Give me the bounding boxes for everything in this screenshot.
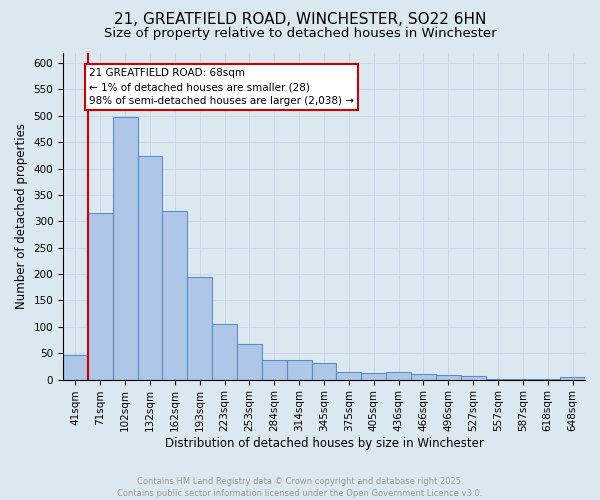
Text: 21 GREATFIELD ROAD: 68sqm
← 1% of detached houses are smaller (28)
98% of semi-d: 21 GREATFIELD ROAD: 68sqm ← 1% of detach… bbox=[89, 68, 354, 106]
Bar bbox=[63, 355, 88, 380]
Bar bbox=[560, 378, 585, 380]
Text: 21, GREATFIELD ROAD, WINCHESTER, SO22 6HN: 21, GREATFIELD ROAD, WINCHESTER, SO22 6H… bbox=[114, 12, 486, 28]
X-axis label: Distribution of detached houses by size in Winchester: Distribution of detached houses by size … bbox=[164, 437, 484, 450]
Text: Size of property relative to detached houses in Winchester: Size of property relative to detached ho… bbox=[104, 28, 496, 40]
Bar bbox=[535, 379, 560, 380]
Bar bbox=[436, 376, 461, 380]
Bar bbox=[287, 360, 311, 380]
Bar bbox=[461, 376, 485, 380]
Bar bbox=[411, 374, 436, 380]
Bar bbox=[311, 362, 337, 380]
Bar bbox=[262, 360, 287, 380]
Bar bbox=[187, 276, 212, 380]
Bar bbox=[237, 344, 262, 380]
Bar bbox=[212, 324, 237, 380]
Bar bbox=[113, 118, 137, 380]
Bar bbox=[337, 372, 361, 380]
Bar bbox=[361, 372, 386, 380]
Bar bbox=[386, 372, 411, 380]
Bar bbox=[137, 156, 163, 380]
Text: Contains HM Land Registry data © Crown copyright and database right 2025.
Contai: Contains HM Land Registry data © Crown c… bbox=[118, 476, 482, 498]
Bar bbox=[511, 379, 535, 380]
Bar bbox=[485, 378, 511, 380]
Y-axis label: Number of detached properties: Number of detached properties bbox=[15, 123, 28, 309]
Bar bbox=[163, 211, 187, 380]
Bar bbox=[88, 214, 113, 380]
